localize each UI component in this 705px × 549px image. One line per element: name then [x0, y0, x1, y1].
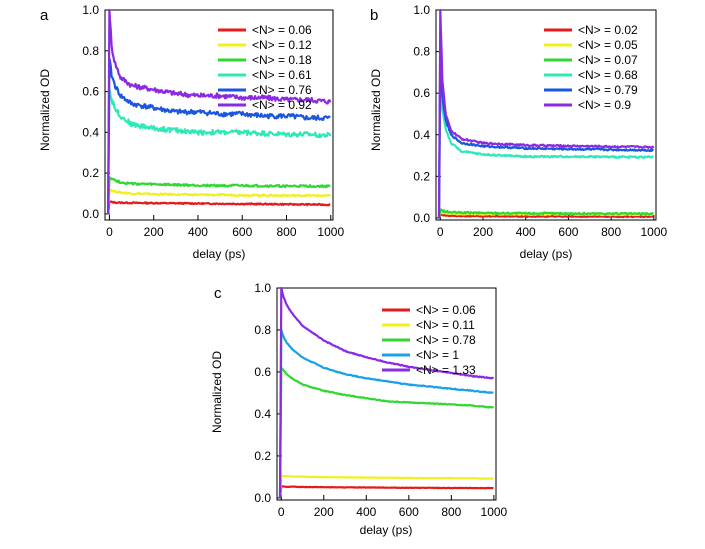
series-line-b-4 — [437, 52, 654, 218]
legend-label-b-0: <N> = 0.02 — [578, 23, 638, 37]
y-tick-label-b: 0.0 — [413, 211, 430, 225]
y-tick-label-b: 0.8 — [413, 45, 430, 59]
series-line-a-1 — [107, 188, 332, 214]
y-tick-label-b: 1.0 — [413, 3, 430, 17]
y-tick-label-c: 0.2 — [254, 449, 271, 463]
plot-frame-b — [435, 9, 657, 221]
legend-label-b-4: <N> = 0.79 — [578, 83, 638, 97]
plot-area-b: 0.0 0.2 0.4 0.6 0.8 1.0 0 200 400 600 800 1000 <N> =… — [413, 3, 667, 239]
plot-area-c: 0.0 0.2 0.4 0.6 0.8 1.0 0 200 400 600 800 1000 <N> =… — [254, 281, 507, 519]
series-line-c-0 — [278, 485, 494, 499]
plot-area-a: 0.0 0.2 0.4 0.6 0.8 1.0 0 200 400 600 800 1000 <N> =… — [82, 3, 344, 239]
panel-a: a 0.0 0.2 0.4 0.6 0.8 1.0 0 200 400 600 800 1000 <N>… — [38, 3, 344, 261]
x-tick-label-c: 600 — [399, 505, 419, 519]
legend-label-a-2: <N> = 0.18 — [252, 53, 312, 67]
series-line-a-0 — [107, 200, 331, 215]
x-tick-label-c: 200 — [314, 505, 334, 519]
series-line-b-3 — [437, 75, 654, 218]
legend-label-a-3: <N> = 0.61 — [252, 68, 312, 82]
y-axis-label-b: Normalized OD — [369, 69, 383, 151]
legend-label-c-3: <N> = 1 — [416, 348, 459, 362]
x-tick-label-a: 600 — [232, 225, 252, 239]
y-tick-label-c: 0.4 — [254, 407, 271, 421]
series-line-a-2 — [107, 176, 331, 214]
series-line-c-2 — [278, 366, 495, 498]
legend-label-c-4: <N> = 1.33 — [416, 363, 476, 377]
y-tick-label-b: 0.4 — [413, 128, 430, 142]
x-tick-label-b: 800 — [601, 225, 621, 239]
plot-frame-a — [104, 9, 334, 221]
x-tick-label-a: 400 — [188, 225, 208, 239]
y-tick-label-c: 0.0 — [254, 491, 271, 505]
y-tick-label-a: 1.0 — [82, 3, 99, 17]
legend-label-a-5: <N> = 0.92 — [252, 98, 312, 112]
plot-frame-c — [276, 287, 497, 501]
legend-label-c-1: <N> = 0.11 — [416, 318, 475, 332]
series-line-a-5 — [107, 8, 332, 214]
panel-letter-a: a — [40, 7, 49, 24]
y-axis-label-a: Normalized OD — [38, 69, 52, 151]
x-tick-label-c: 400 — [356, 505, 376, 519]
legend-label-b-5: <N> = 0.9 — [578, 98, 631, 112]
legend-label-a-1: <N> = 0.12 — [252, 38, 312, 52]
legend-label-a-4: <N> = 0.76 — [252, 83, 312, 97]
panel-letter-c: c — [214, 285, 222, 302]
x-tick-label-c: 800 — [441, 505, 461, 519]
series-line-b-2 — [437, 208, 655, 219]
x-axis-label-b: delay (ps) — [520, 247, 573, 261]
x-tick-label-a: 1000 — [317, 225, 344, 239]
x-tick-label-a: 0 — [106, 225, 113, 239]
series-line-a-3 — [107, 88, 332, 214]
x-tick-label-c: 1000 — [481, 505, 508, 519]
x-tick-label-c: 0 — [278, 505, 285, 519]
series-line-b-0 — [437, 212, 654, 219]
legend-label-c-0: <N> = 0.06 — [416, 303, 476, 317]
x-axis-label-c: delay (ps) — [360, 523, 413, 537]
x-tick-label-a: 800 — [276, 225, 296, 239]
series-line-c-3 — [278, 328, 494, 498]
series-line-c-1 — [278, 474, 494, 498]
y-tick-label-c: 0.6 — [254, 365, 271, 379]
y-tick-label-a: 0.0 — [82, 207, 99, 221]
panel-b: b 0.0 0.2 0.4 0.6 0.8 1.0 0 200 400 600 800 1000 <N>… — [369, 3, 668, 261]
x-tick-label-b: 600 — [558, 225, 578, 239]
y-tick-label-c: 0.8 — [254, 323, 271, 337]
x-tick-label-b: 200 — [473, 225, 493, 239]
x-axis-label-a: delay (ps) — [193, 247, 246, 261]
legend-label-a-0: <N> = 0.06 — [252, 23, 312, 37]
x-tick-label-a: 200 — [144, 225, 164, 239]
series-line-c-4 — [278, 286, 495, 498]
legend-label-b-2: <N> = 0.07 — [578, 53, 638, 67]
panel-letter-b: b — [370, 7, 378, 24]
series-line-a-4 — [107, 57, 331, 214]
legend-label-b-3: <N> = 0.68 — [578, 68, 638, 82]
y-tick-label-a: 0.4 — [82, 125, 99, 139]
legend-label-b-1: <N> = 0.05 — [578, 38, 638, 52]
panel-c: c 0.0 0.2 0.4 0.6 0.8 1.0 0 200 400 600 800 1000 <N>… — [210, 281, 508, 537]
y-tick-label-c: 1.0 — [254, 281, 271, 295]
x-tick-label-b: 400 — [516, 225, 536, 239]
y-tick-label-a: 0.6 — [82, 85, 99, 99]
series-line-b-5 — [437, 8, 655, 218]
y-tick-label-b: 0.6 — [413, 86, 430, 100]
y-axis-label-c: Normalized OD — [210, 351, 224, 433]
legend-label-c-2: <N> = 0.78 — [416, 333, 476, 347]
y-tick-label-a: 0.8 — [82, 44, 99, 58]
x-tick-label-b: 0 — [437, 225, 444, 239]
y-tick-label-a: 0.2 — [82, 166, 99, 180]
x-tick-label-b: 1000 — [641, 225, 668, 239]
y-tick-label-b: 0.2 — [413, 169, 430, 183]
